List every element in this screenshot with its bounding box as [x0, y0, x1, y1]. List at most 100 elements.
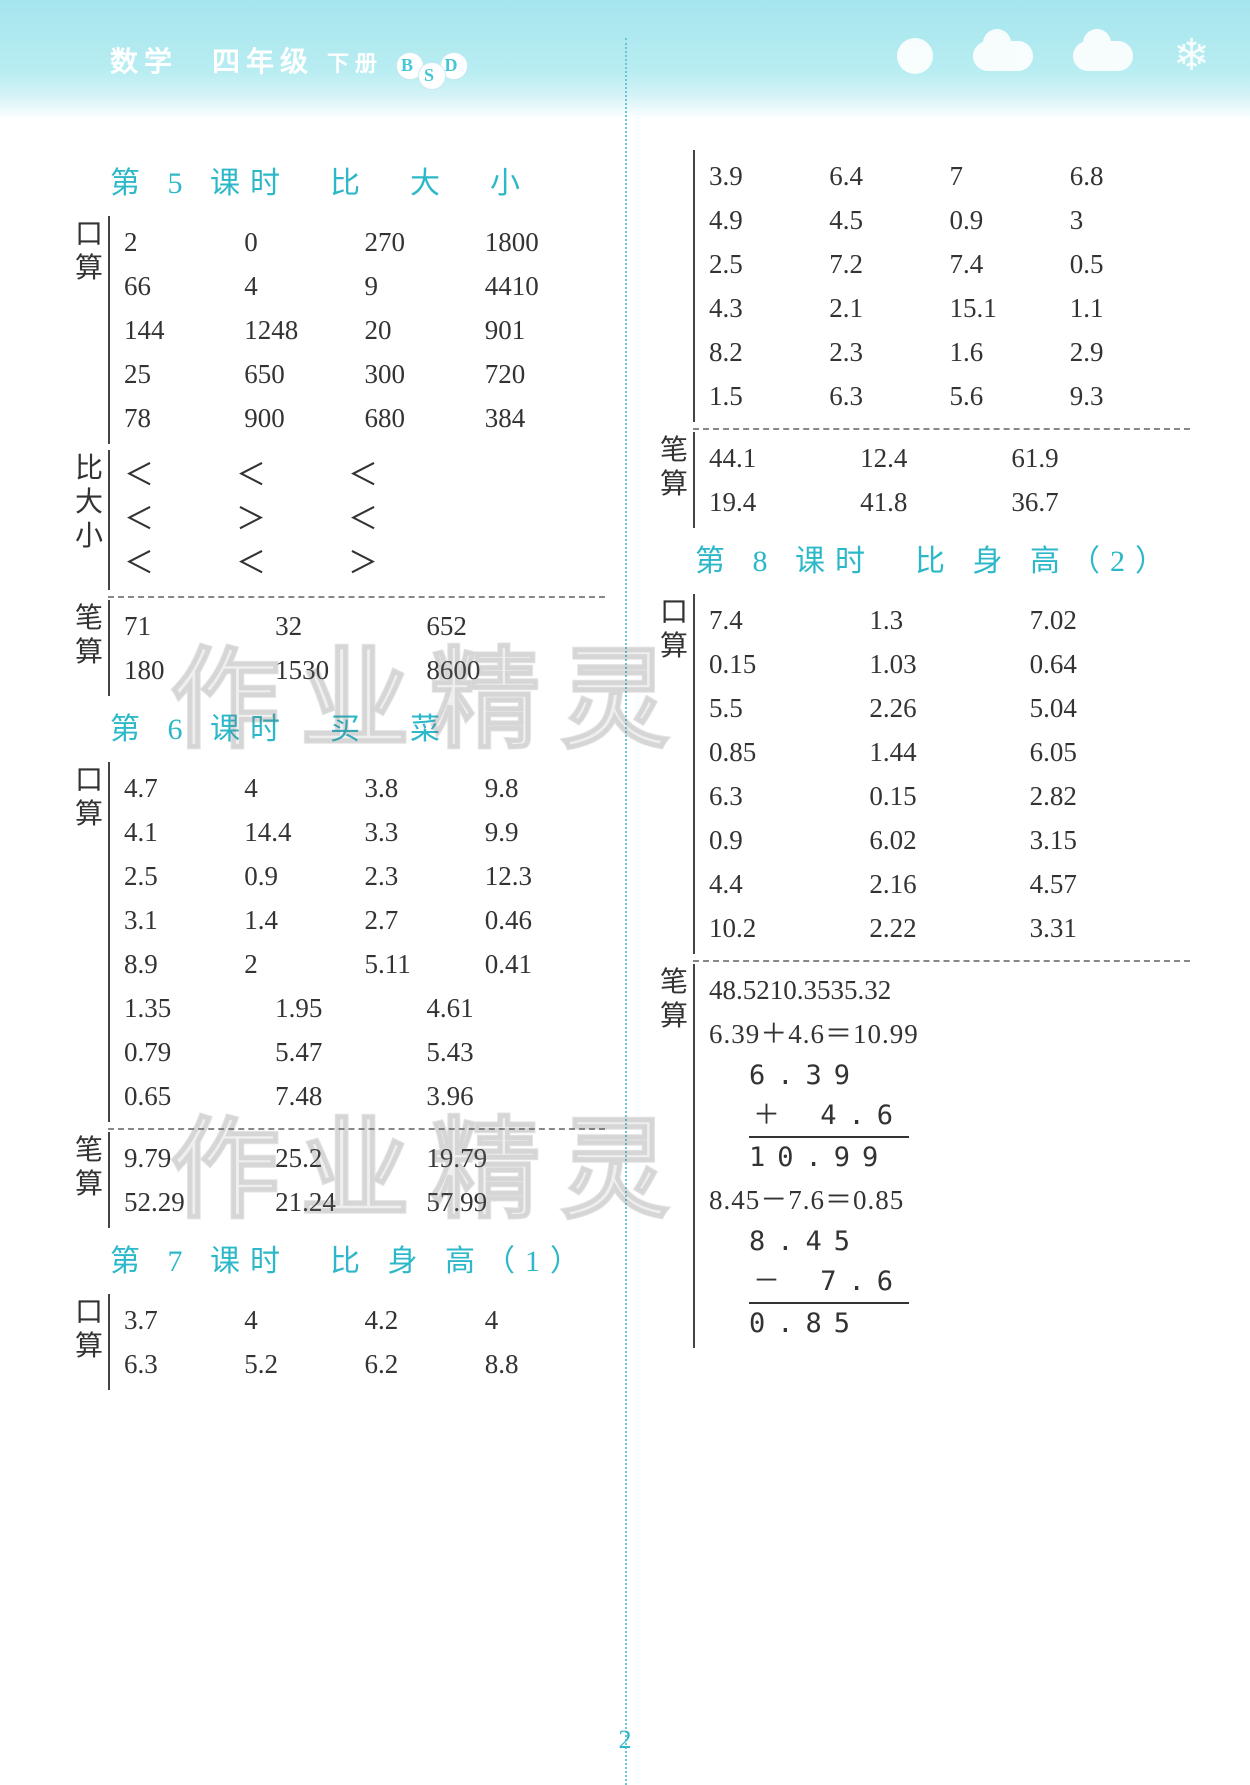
written-label: 笔算	[70, 1132, 108, 1228]
data-row: 0.851.446.05	[709, 730, 1190, 774]
data-cell: 2.5	[124, 854, 244, 898]
written-top-row: 48.5210.3535.32	[709, 968, 1190, 1012]
lesson8-written-body: 48.5210.3535.32 6.39＋4.6＝10.99 6.39 ＋ 4.…	[693, 964, 1190, 1348]
left-column: 第 5 课时 比 大 小 口算 202701800664944101441248…	[70, 150, 630, 1396]
data-cell: 32	[275, 604, 426, 648]
lesson5-mental-body: 2027018006649441014412482090125650300720…	[108, 216, 605, 444]
symbol-row: ＜ ＜ ＞	[124, 542, 605, 586]
vertical-calc-2: 8.45 － 7.6 0.85	[709, 1222, 1190, 1344]
data-cell: 8600	[426, 648, 605, 692]
data-row: 19.441.836.7	[709, 480, 1190, 524]
data-cell: 0.64	[1030, 642, 1190, 686]
data-cell: 384	[485, 396, 605, 440]
lesson7-mental-cont: 3.96.476.84.94.50.932.57.27.40.54.32.115…	[655, 150, 1190, 422]
data-row: 0.96.023.15	[709, 818, 1190, 862]
data-cell: 0.9	[244, 854, 364, 898]
snowflake-icon: ❄	[1173, 30, 1210, 81]
data-row: 6.30.152.82	[709, 774, 1190, 818]
data-row: 4.94.50.93	[709, 198, 1190, 242]
data-cell: 41.8	[860, 480, 1011, 524]
data-row: 18015308600	[124, 648, 605, 692]
data-cell: 270	[365, 220, 485, 264]
lesson6-title: 第 6 课时 买 菜	[110, 704, 605, 748]
data-cell: 7.02	[1030, 598, 1190, 642]
data-row: 78900680384	[124, 396, 605, 440]
page-number: 2	[619, 1725, 632, 1755]
data-cell: 44.1	[709, 436, 860, 480]
lesson8-mental: 口算 7.41.37.020.151.030.645.52.265.040.85…	[655, 594, 1190, 954]
vert-a: 6.39	[749, 1056, 1190, 1096]
data-cell: 3.1	[124, 898, 244, 942]
lesson5-title: 第 5 课时 比 大 小	[110, 158, 605, 202]
data-cell: 20	[365, 308, 485, 352]
symbol-row: ＜ ＜ ＜	[124, 454, 605, 498]
data-cell: 5.5	[709, 686, 869, 730]
data-cell: 2	[244, 942, 364, 986]
data-cell: 4.61	[426, 986, 605, 1030]
vert-r: 10.99	[749, 1138, 1190, 1178]
written-label: 笔算	[70, 600, 108, 696]
data-cell: 4	[244, 1298, 364, 1342]
data-cell: 9.3	[1070, 374, 1190, 418]
data-row: 7.41.37.02	[709, 598, 1190, 642]
data-cell: 36.7	[1011, 480, 1190, 524]
data-row: 1.56.35.69.3	[709, 374, 1190, 418]
data-row: 8.22.31.62.9	[709, 330, 1190, 374]
data-cell: 52.29	[124, 1180, 275, 1224]
data-cell: 0.41	[485, 942, 605, 986]
data-cell: 35.32	[831, 968, 892, 1012]
data-cell: 0.46	[485, 898, 605, 942]
data-cell: 71	[124, 604, 275, 648]
right-column: 3.96.476.84.94.50.932.57.27.40.54.32.115…	[630, 150, 1190, 1396]
hdash	[693, 428, 1190, 430]
data-cell: 4.2	[365, 1298, 485, 1342]
data-cell: 7.4	[950, 242, 1070, 286]
data-cell: 25	[124, 352, 244, 396]
data-row: 0.795.475.43	[124, 1030, 605, 1074]
data-cell: 7.2	[829, 242, 949, 286]
lesson7-mental-body: 3.744.246.35.26.28.8	[108, 1294, 605, 1390]
data-cell: 0.65	[124, 1074, 275, 1118]
cont-written: 笔算 44.112.461.919.441.836.7	[655, 432, 1190, 528]
badge-s: S	[418, 62, 446, 90]
lesson6-mental: 口算 4.743.89.84.114.43.39.92.50.92.312.33…	[70, 762, 605, 1122]
mental-label: 口算	[70, 216, 108, 444]
data-cell: 9.79	[124, 1136, 275, 1180]
hdash	[693, 960, 1190, 962]
data-cell: 4	[244, 264, 364, 308]
data-cell: 3.9	[709, 154, 829, 198]
data-cell: 2.16	[869, 862, 1029, 906]
data-cell: 2.9	[1070, 330, 1190, 374]
data-row: 3.11.42.70.46	[124, 898, 605, 942]
data-cell: 6.05	[1030, 730, 1190, 774]
data-cell: 2.3	[829, 330, 949, 374]
data-cell: 66	[124, 264, 244, 308]
data-cell: 0.9	[709, 818, 869, 862]
data-cell: 5.2	[244, 1342, 364, 1386]
data-row: 7132652	[124, 604, 605, 648]
lesson5-written-body: 713265218015308600	[108, 600, 605, 696]
data-cell: 680	[365, 396, 485, 440]
data-cell: 9.8	[485, 766, 605, 810]
data-cell: 0.15	[709, 642, 869, 686]
data-cell: 9	[365, 264, 485, 308]
equation-2: 8.45－7.6＝0.85	[709, 1178, 1190, 1222]
header-badge: B S D	[402, 52, 468, 80]
data-row: 4.743.89.8	[124, 766, 605, 810]
cont-written-body: 44.112.461.919.441.836.7	[693, 432, 1190, 528]
data-cell: 61.9	[1011, 436, 1190, 480]
data-cell: 14.4	[244, 810, 364, 854]
data-cell: 6.02	[869, 818, 1029, 862]
data-cell: 2.22	[869, 906, 1029, 950]
vert-r: 0.85	[749, 1304, 1190, 1344]
mental-label: 口算	[655, 594, 693, 954]
data-cell: 901	[485, 308, 605, 352]
title-prefix: 数学 四年级	[110, 47, 314, 78]
data-cell: 4.1	[124, 810, 244, 854]
data-cell: 2.7	[365, 898, 485, 942]
vert-b: － 7.6	[749, 1262, 909, 1304]
data-cell: 4.7	[124, 766, 244, 810]
data-cell: 8.9	[124, 942, 244, 986]
data-cell: 4.4	[709, 862, 869, 906]
data-cell: 2.26	[869, 686, 1029, 730]
